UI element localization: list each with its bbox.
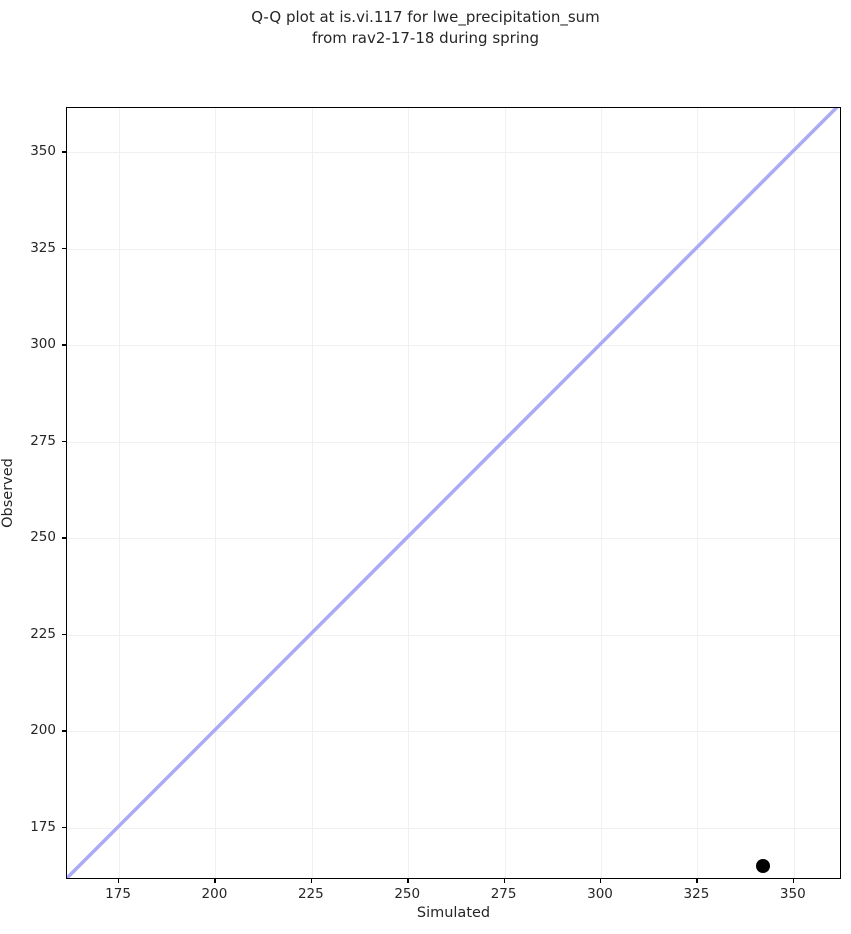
y-tick-label: 325 xyxy=(30,239,56,256)
gridline-vertical xyxy=(119,108,121,878)
y-tick-mark xyxy=(62,344,66,346)
gridline-vertical xyxy=(504,108,506,878)
plot-title-line-1: Q-Q plot at is.vi.117 for lwe_precipitat… xyxy=(251,8,600,26)
scatter-point xyxy=(755,859,770,874)
gridline-vertical xyxy=(215,108,217,878)
gridline-horizontal xyxy=(67,634,840,636)
x-tick-mark xyxy=(214,879,216,883)
identity-line xyxy=(67,108,840,878)
x-tick-mark xyxy=(118,879,120,883)
gridline-vertical xyxy=(793,108,795,878)
gridline-horizontal xyxy=(67,152,840,154)
y-tick-mark xyxy=(62,633,66,636)
y-tick-label: 175 xyxy=(30,818,56,835)
plot-data-area xyxy=(67,108,840,878)
gridline-horizontal xyxy=(67,345,840,347)
x-tick-mark xyxy=(696,879,698,883)
y-tick-label: 350 xyxy=(30,143,56,160)
x-tick-mark xyxy=(407,879,409,883)
y-tick-label: 300 xyxy=(30,336,56,353)
plot-title-line-2: from rav2-17-18 during spring xyxy=(311,29,540,47)
y-tick-label: 200 xyxy=(30,722,56,739)
x-axis-label: Simulated xyxy=(416,905,491,921)
gridline-vertical xyxy=(601,108,603,878)
y-tick-mark xyxy=(62,826,66,829)
x-tick-mark xyxy=(310,879,313,883)
plot-axes xyxy=(66,107,841,879)
x-tick-mark xyxy=(600,879,602,883)
y-tick-mark xyxy=(62,730,66,732)
gridline-vertical xyxy=(311,108,313,878)
y-tick-mark xyxy=(62,537,66,539)
y-tick-mark xyxy=(62,247,66,250)
y-tick-label: 275 xyxy=(30,432,56,449)
y-tick-label: 250 xyxy=(30,529,56,546)
x-tick-label: 300 xyxy=(587,886,613,902)
x-tick-mark xyxy=(792,879,795,883)
gridline-horizontal xyxy=(67,441,840,443)
x-tick-label: 325 xyxy=(683,886,710,902)
x-tick-label: 275 xyxy=(490,886,517,902)
gridline-vertical xyxy=(697,108,699,878)
gridline-vertical xyxy=(408,108,410,878)
y-axis-label: Observed xyxy=(0,458,16,528)
x-tick-label: 250 xyxy=(394,886,421,902)
x-tick-label: 175 xyxy=(105,886,131,902)
x-tick-mark xyxy=(503,879,505,883)
x-tick-label: 350 xyxy=(779,886,806,902)
gridline-horizontal xyxy=(67,248,840,250)
y-tick-mark xyxy=(62,151,66,153)
gridline-horizontal xyxy=(67,731,840,733)
gridline-horizontal xyxy=(67,538,840,540)
x-tick-label: 200 xyxy=(201,886,228,902)
x-tick-label: 225 xyxy=(297,886,324,902)
y-tick-mark xyxy=(62,440,66,443)
gridline-horizontal xyxy=(67,827,840,829)
plot-title: Q-Q plot at is.vi.117 for lwe_precipitat… xyxy=(0,7,851,49)
y-tick-label: 225 xyxy=(30,625,56,642)
